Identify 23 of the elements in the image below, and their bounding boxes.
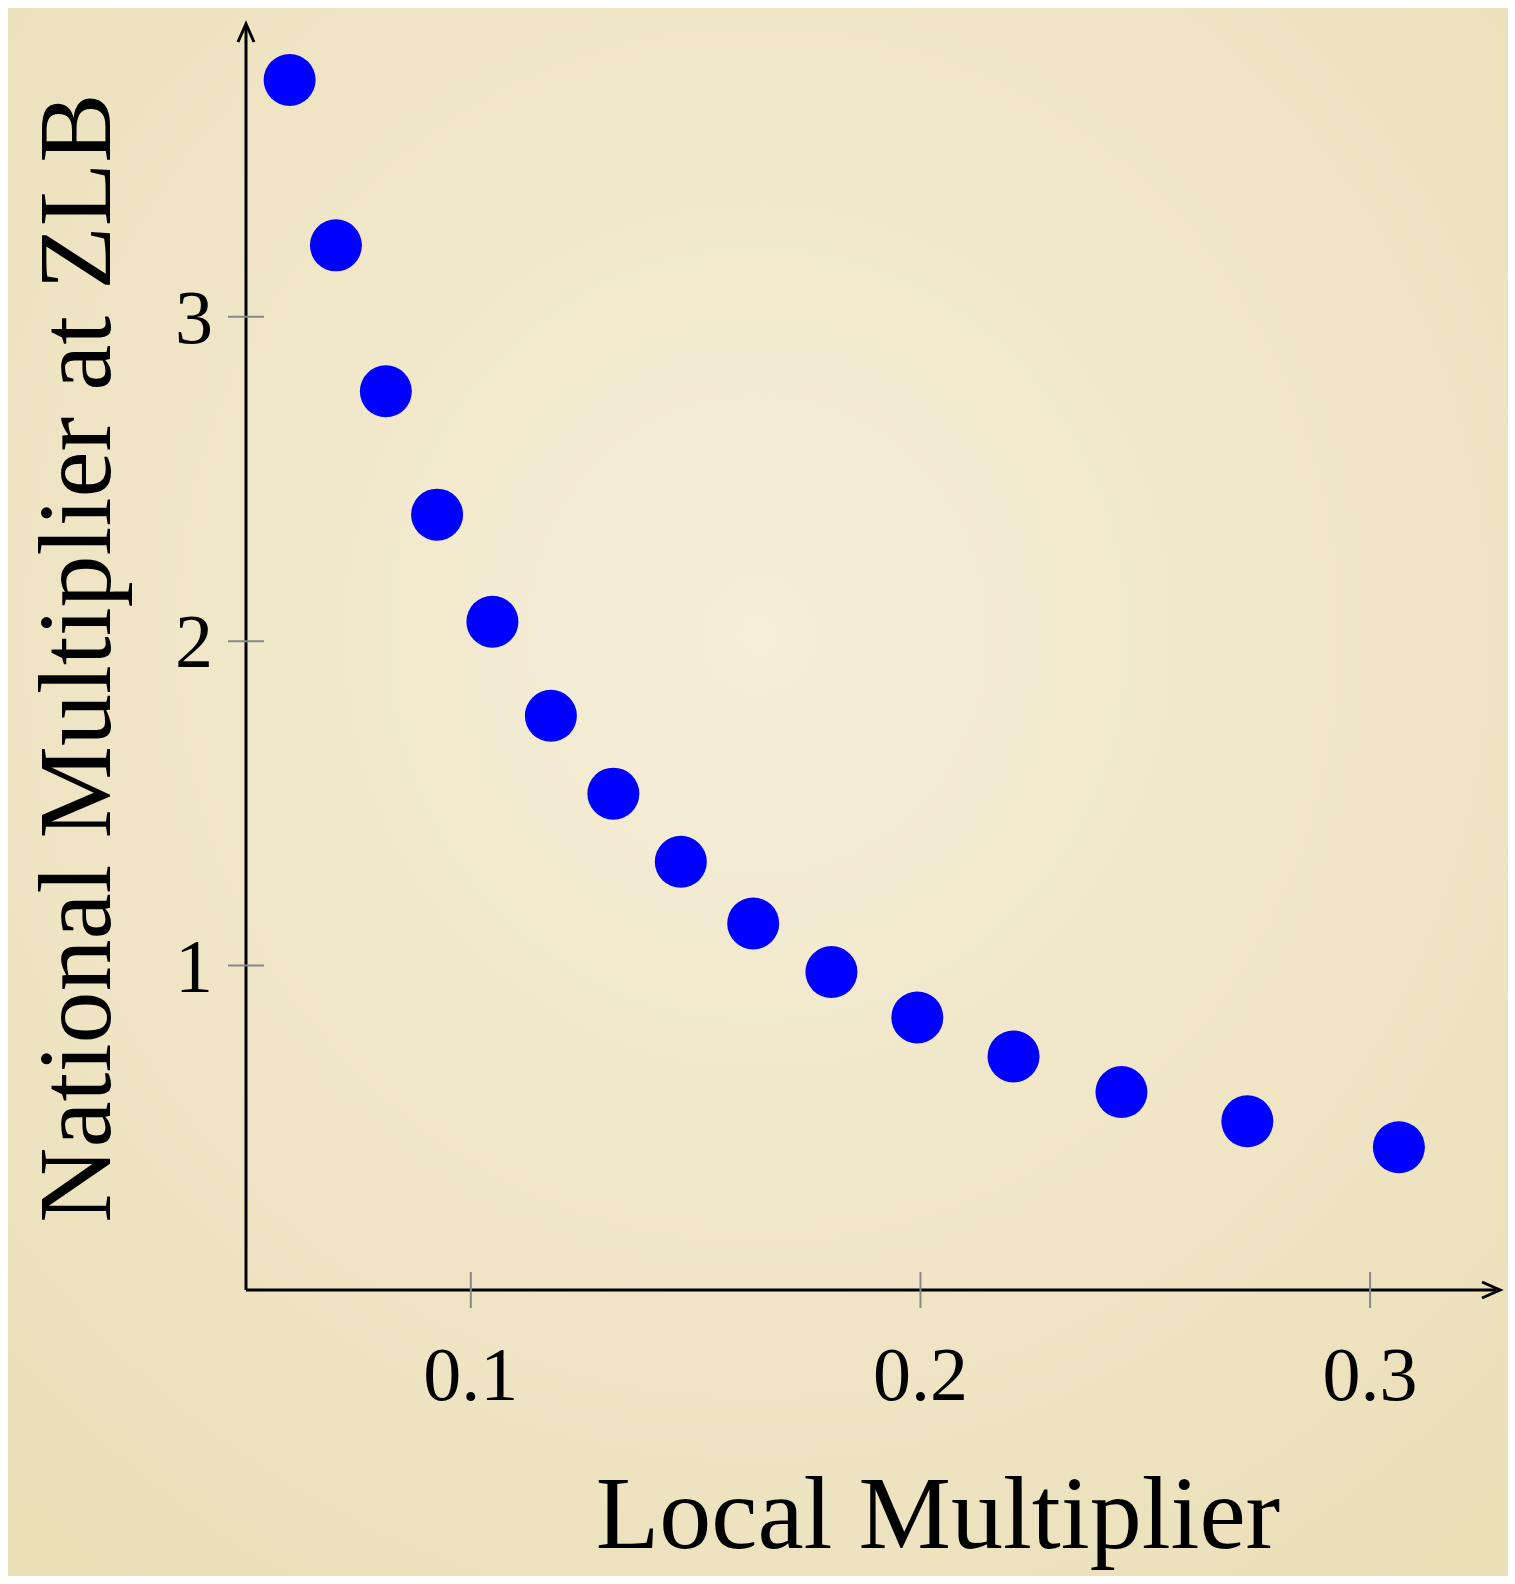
point — [1372, 1121, 1425, 1174]
y-tick-label: 3 — [175, 274, 213, 359]
y-tick-label: 1 — [175, 923, 213, 1008]
point — [466, 595, 519, 648]
point — [727, 897, 780, 950]
point — [524, 689, 577, 742]
point — [587, 767, 640, 820]
point — [891, 991, 944, 1044]
y-axis-title: National Multiplier at ZLB — [17, 93, 132, 1223]
point — [1221, 1095, 1274, 1148]
y-tick-label: 2 — [175, 599, 213, 684]
point — [263, 53, 316, 106]
point — [1095, 1066, 1148, 1119]
x-tick-label: 0.2 — [872, 1332, 968, 1416]
point — [654, 835, 707, 888]
x-tick-label: 0.1 — [423, 1332, 519, 1416]
point — [805, 946, 858, 999]
point — [411, 488, 464, 541]
point — [309, 219, 362, 272]
point — [359, 365, 412, 418]
x-tick-label: 0.3 — [1322, 1332, 1418, 1416]
x-axis-title: Local Multiplier — [595, 1455, 1281, 1570]
point — [987, 1030, 1040, 1083]
